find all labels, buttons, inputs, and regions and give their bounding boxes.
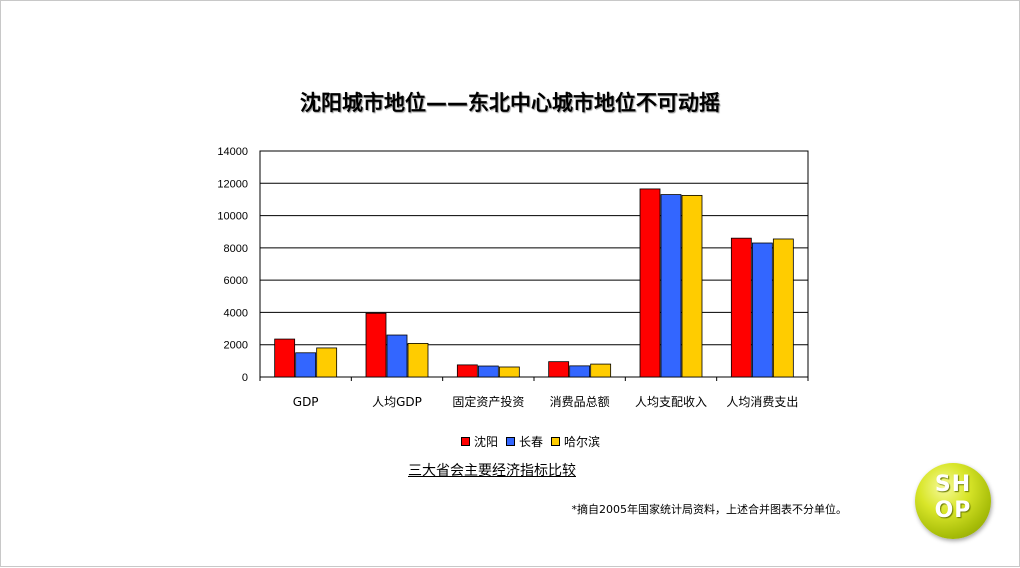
bar: [386, 334, 408, 378]
bar: [772, 238, 794, 378]
shop-logo-line2: OP: [934, 498, 972, 523]
y-tick-label: 2000: [224, 340, 248, 352]
bar: [456, 364, 478, 378]
chart-legend: 沈阳 长春 哈尔滨: [461, 433, 608, 450]
bar: [295, 352, 317, 378]
legend-item-changchun: 长春: [506, 433, 543, 450]
legend-item-harbin: 哈尔滨: [551, 433, 600, 450]
bar: [365, 312, 387, 378]
x-tick-label: 消费品总额: [550, 395, 610, 409]
y-tick-label: 0: [242, 372, 248, 384]
bar: [498, 366, 520, 378]
bar: [274, 338, 296, 378]
y-tick-label: 12000: [217, 178, 248, 190]
y-tick-label: 4000: [224, 307, 248, 319]
y-tick-label: 6000: [224, 275, 248, 287]
shop-logo: SH OP: [915, 463, 991, 539]
legend-label-shenyang: 沈阳: [474, 435, 499, 449]
legend-item-shenyang: 沈阳: [461, 433, 498, 450]
bar: [407, 343, 429, 378]
x-tick-label: 人均消费支出: [726, 395, 798, 409]
x-tick-label: 人均支配收入: [635, 395, 707, 409]
plot-frame: [259, 150, 809, 378]
bar: [751, 242, 773, 378]
x-tick-label: 固定资产投资: [452, 394, 524, 409]
x-tick-label: 人均GDP: [372, 395, 422, 409]
legend-label-harbin: 哈尔滨: [564, 435, 601, 449]
bar: [681, 194, 703, 378]
source-footnote: *摘自2005年国家统计局资料，上述合并图表不分单位。: [571, 503, 848, 516]
bar: [477, 365, 499, 378]
shop-logo-line1: SH: [934, 472, 972, 497]
y-tick-label: 8000: [224, 243, 248, 255]
x-tick-label: GDP: [293, 395, 319, 409]
legend-swatch-shenyang: [461, 437, 470, 446]
bar: [590, 363, 612, 378]
chart-caption: 三大省会主要经济指标比较: [408, 463, 576, 479]
bar: [316, 347, 338, 378]
legend-swatch-harbin: [551, 437, 561, 446]
y-tick-label: 14000: [217, 146, 248, 158]
y-tick-label: 10000: [217, 211, 248, 223]
slide-title: 沈阳城市地位——东北中心城市地位不可动摇: [300, 91, 720, 115]
bar: [660, 194, 682, 378]
legend-swatch-changchun: [506, 437, 516, 446]
bar: [639, 188, 661, 378]
bar: [730, 237, 752, 378]
bar: [569, 365, 591, 378]
legend-label-changchun: 长春: [519, 435, 544, 449]
bar: [548, 361, 570, 378]
